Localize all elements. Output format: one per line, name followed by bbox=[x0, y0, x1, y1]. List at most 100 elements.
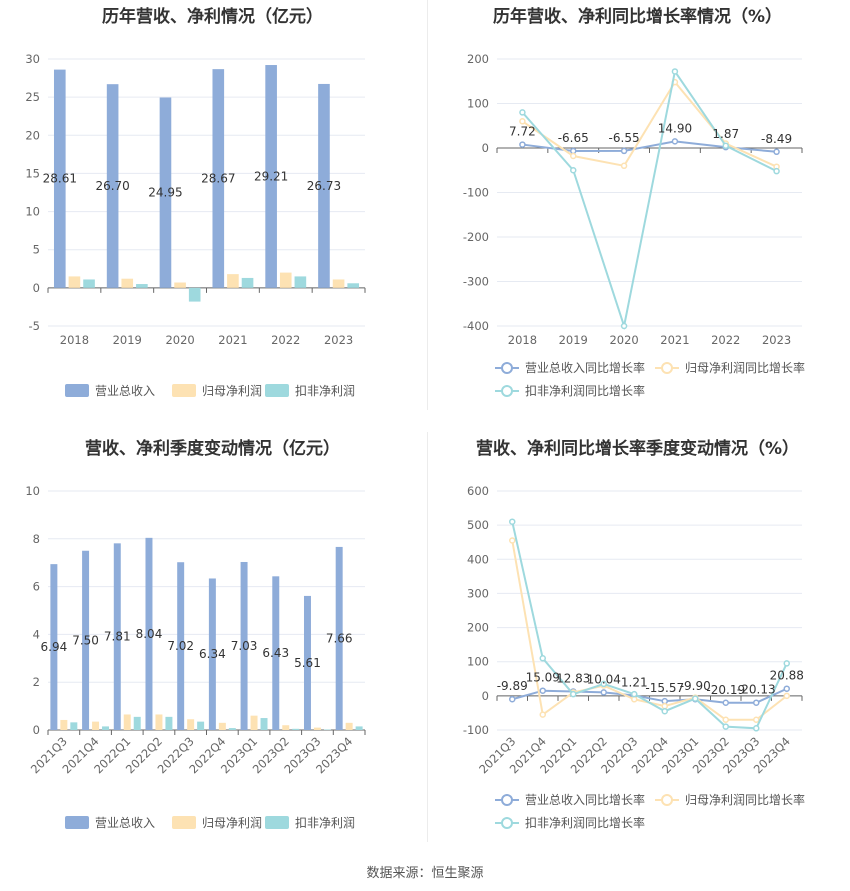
bar-0 bbox=[335, 546, 343, 730]
bar-value-label: 24.95 bbox=[148, 186, 182, 200]
legend-swatch bbox=[172, 384, 196, 397]
bar-value-label: 26.70 bbox=[95, 179, 129, 193]
line-value-label: -8.49 bbox=[761, 132, 792, 146]
chart-svg: -5 0 5 10 15 20 25 30 2018 2019 2020 2021 2022 2023 28… bbox=[25, 52, 366, 398]
bar-value-label: 7.66 bbox=[326, 631, 353, 645]
series-line-2 bbox=[511, 521, 788, 730]
bar-1 bbox=[174, 282, 186, 288]
chart-svg: -400 -300 -200 -100 0 100 200 2018 2019 2020 2021 2… bbox=[463, 52, 805, 398]
y-tick-label: 6 bbox=[33, 580, 40, 594]
bar-1 bbox=[279, 272, 292, 288]
y-tick-label: 10 bbox=[25, 484, 40, 498]
x-tick-label: 2019 bbox=[559, 333, 588, 347]
bar-2 bbox=[197, 721, 205, 730]
y-tick-label: -300 bbox=[463, 275, 489, 289]
y-tick-label: -5 bbox=[29, 319, 40, 333]
bar-2 bbox=[294, 276, 307, 288]
series-point-0 bbox=[539, 687, 546, 694]
y-tick-label: 2 bbox=[33, 675, 40, 689]
bar-value-label: 28.67 bbox=[201, 172, 235, 186]
chart-title: 历年营收、净利同比增长率情况（%） bbox=[492, 7, 783, 27]
bar-0 bbox=[208, 578, 216, 730]
legend-label: 营业总收入同比增长率 bbox=[525, 360, 645, 375]
x-tick-label: 2023 bbox=[762, 333, 791, 347]
series-point-2 bbox=[631, 690, 638, 698]
series-point-0 bbox=[570, 147, 577, 155]
bar-value-label: 8.04 bbox=[136, 627, 163, 641]
series-point-2 bbox=[753, 725, 760, 732]
series-point-0 bbox=[753, 699, 760, 706]
series-point-1 bbox=[661, 702, 668, 710]
series-point-1 bbox=[509, 537, 516, 544]
bar-2 bbox=[228, 728, 236, 730]
bar-1 bbox=[68, 276, 81, 288]
quarterly-growth-rate-chart: 营收、净利同比增长率季度变动情况（%） -100 0 100 200 300 400 500… bbox=[425, 432, 850, 842]
bar-0 bbox=[177, 562, 185, 730]
bar-1 bbox=[121, 278, 134, 288]
bar-0 bbox=[82, 550, 90, 730]
x-tick-label: 2023 bbox=[324, 333, 353, 347]
bar-2 bbox=[83, 279, 95, 288]
bar-value-label: 7.02 bbox=[167, 639, 194, 653]
vertical-divider-top bbox=[427, 0, 428, 410]
legend-swatch bbox=[265, 384, 289, 397]
bar-2 bbox=[292, 728, 300, 730]
chart-title: 营收、净利同比增长率季度变动情况（%） bbox=[475, 439, 800, 459]
line-value-label: -9.90 bbox=[680, 679, 711, 693]
series-point-2 bbox=[570, 167, 577, 174]
series-point-2 bbox=[783, 660, 790, 667]
annual-growth-rate-chart: 历年营收、净利同比增长率情况（%） -400 -300 -200 -100 0 100 20… bbox=[425, 0, 850, 410]
bar-0 bbox=[53, 69, 66, 288]
bar-2 bbox=[241, 277, 254, 288]
bar-value-label: 5.61 bbox=[294, 656, 321, 670]
x-tick-label: 2018 bbox=[508, 333, 537, 347]
legend-marker bbox=[501, 794, 513, 806]
series-point-2 bbox=[692, 695, 699, 702]
bar-2 bbox=[355, 726, 363, 730]
y-tick-label: 200 bbox=[467, 621, 489, 635]
legend-label: 归母净利润 bbox=[202, 816, 262, 830]
series-point-2 bbox=[722, 723, 729, 730]
bar-0 bbox=[113, 543, 121, 730]
line-value-label: -20.19 bbox=[706, 683, 745, 697]
bar-value-label: 6.34 bbox=[199, 647, 226, 661]
series-point-0 bbox=[671, 138, 679, 145]
line-value-label: 10.04 bbox=[587, 672, 621, 686]
legend-swatch bbox=[65, 816, 89, 829]
bar-0 bbox=[272, 576, 280, 730]
bar-2 bbox=[136, 284, 148, 288]
data-source-note: 数据来源：恒生聚源 bbox=[366, 866, 484, 881]
bar-2 bbox=[133, 716, 141, 730]
series-point-2 bbox=[620, 322, 628, 330]
series-point-1 bbox=[753, 716, 760, 724]
y-tick-label: -400 bbox=[463, 319, 489, 333]
y-tick-label: 0 bbox=[33, 281, 40, 295]
series-point-2 bbox=[671, 68, 679, 75]
chart-svg: -10001002003004005006002021Q32021Q42022Q… bbox=[463, 484, 805, 830]
bar-value-label: 6.43 bbox=[262, 646, 289, 660]
x-tick-label: 2021 bbox=[218, 333, 247, 347]
x-tick-label: 2020 bbox=[609, 333, 638, 347]
legend-label: 扣非净利润同比增长率 bbox=[525, 383, 645, 398]
legend-swatch bbox=[65, 384, 89, 397]
chart-title: 营收、净利季度变动情况（亿元） bbox=[85, 439, 340, 459]
series-point-1 bbox=[620, 162, 628, 170]
legend-marker bbox=[501, 817, 513, 829]
legend-marker bbox=[501, 385, 513, 397]
bar-0 bbox=[212, 69, 225, 288]
series-line-2 bbox=[521, 68, 778, 330]
bar-0 bbox=[240, 561, 248, 730]
legend-marker bbox=[661, 794, 673, 806]
bar-2 bbox=[102, 726, 110, 730]
bar-1 bbox=[282, 725, 290, 730]
legend-swatch bbox=[265, 816, 289, 829]
series-point-2 bbox=[519, 109, 526, 116]
bar-1 bbox=[250, 715, 258, 730]
line-value-label: -9.89 bbox=[497, 679, 528, 693]
bar-2 bbox=[188, 287, 201, 302]
bar-0 bbox=[106, 84, 119, 288]
bar-0 bbox=[159, 97, 172, 288]
bar-0 bbox=[303, 595, 311, 730]
legend-marker bbox=[661, 362, 673, 374]
y-tick-label: 500 bbox=[467, 518, 489, 532]
